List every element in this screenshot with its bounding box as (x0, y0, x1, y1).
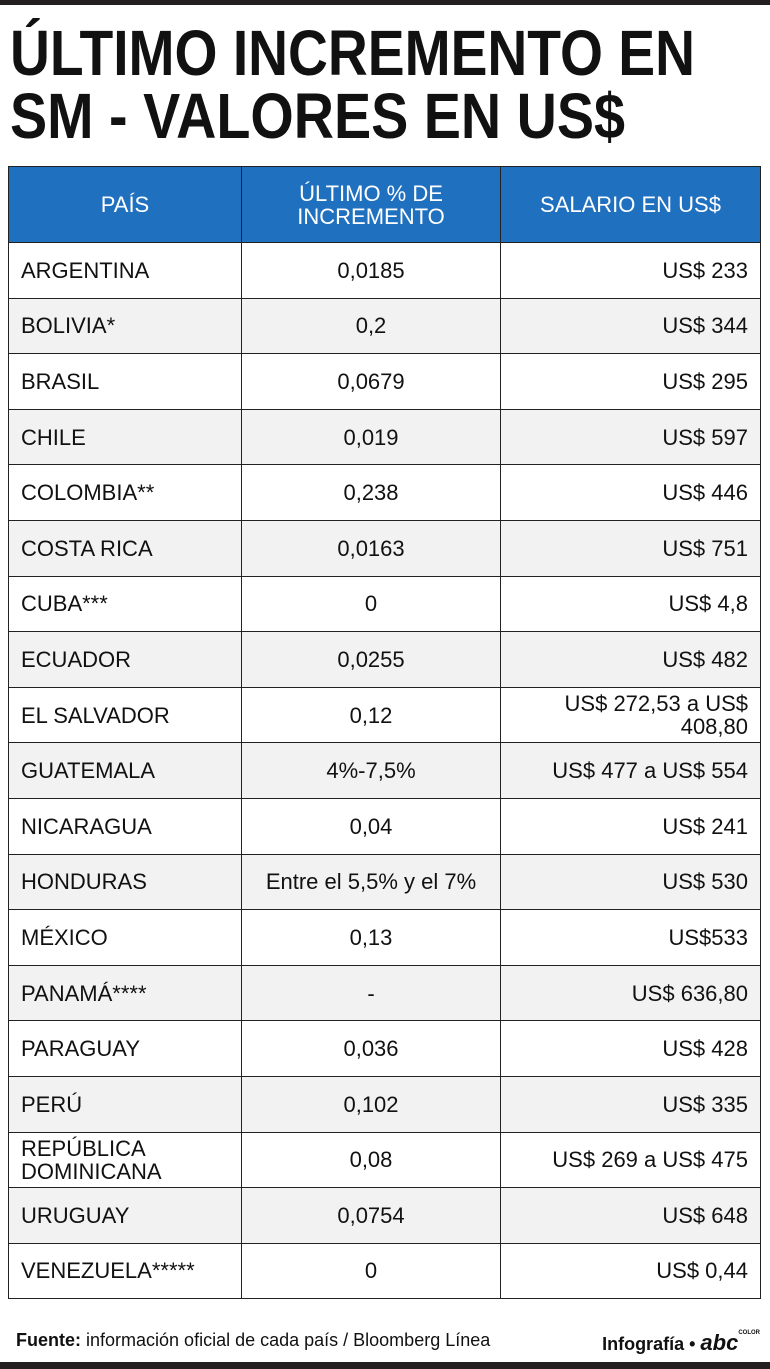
country-cell: VENEZUELA***** (8, 1242, 242, 1300)
increase-cell: 0,0185 (241, 242, 501, 299)
country-cell: CHILE (8, 408, 242, 466)
country-cell: PANAMÁ**** (8, 964, 242, 1022)
table-row: PANAMÁ**** - US$ 636,80 (8, 964, 761, 1022)
table-row: PERÚ 0,102 US$ 335 (8, 1075, 761, 1133)
salary-cell: US$ 295 (500, 353, 761, 410)
country-cell: BOLIVIA* (8, 297, 242, 355)
increase-cell: 0,08 (241, 1131, 501, 1189)
table-row: ARGENTINA 0,0185 US$ 233 (8, 242, 761, 299)
country-cell: COSTA RICA (8, 519, 242, 577)
salary-cell: US$ 648 (500, 1187, 761, 1244)
salary-table: PAÍS ÚLTIMO % DE INCREMENTO SALARIO EN U… (8, 166, 761, 1300)
increase-cell: 4%-7,5% (241, 742, 501, 799)
salary-cell: US$ 0,44 (500, 1242, 761, 1300)
salary-cell: US$ 272,53 a US$ 408,80 (500, 686, 761, 744)
table-row: MÉXICO 0,13 US$533 (8, 909, 761, 966)
country-cell: EL SALVADOR (8, 686, 242, 744)
header-row: PAÍS ÚLTIMO % DE INCREMENTO SALARIO EN U… (8, 166, 761, 243)
country-cell: ARGENTINA (8, 242, 242, 299)
table-row: VENEZUELA***** 0 US$ 0,44 (8, 1242, 761, 1300)
increase-cell: 0,0679 (241, 353, 501, 410)
table-row: GUATEMALA 4%-7,5% US$ 477 a US$ 554 (8, 742, 761, 799)
increase-cell: 0,13 (241, 909, 501, 966)
country-cell: MÉXICO (8, 909, 242, 966)
salary-cell: US$ 241 (500, 797, 761, 855)
country-cell: REPÚBLICA DOMINICANA (8, 1131, 242, 1189)
salary-cell: US$ 4,8 (500, 575, 761, 633)
title: ÚLTIMO INCREMENTO EN SM - VALORES EN US$ (10, 17, 695, 152)
logo: abc (700, 1330, 739, 1355)
salary-cell: US$ 335 (500, 1075, 761, 1133)
increase-cell: 0,0754 (241, 1187, 501, 1244)
increase-cell: - (241, 964, 501, 1022)
country-cell: GUATEMALA (8, 742, 242, 799)
table-row: ECUADOR 0,0255 US$ 482 (8, 631, 761, 688)
table-row: REPÚBLICA DOMINICANA 0,08 US$ 269 a US$ 47… (8, 1131, 761, 1189)
source-label: Fuente: (16, 1330, 81, 1350)
salary-cell: US$ 597 (500, 408, 761, 466)
column-header: ÚLTIMO % DE INCREMENTO (241, 166, 501, 243)
table-row: PARAGUAY 0,036 US$ 428 (8, 1020, 761, 1077)
credit: Infografía (602, 1334, 685, 1354)
salary-cell: US$ 428 (500, 1020, 761, 1077)
increase-cell: 0,102 (241, 1075, 501, 1133)
increase-cell: 0,019 (241, 408, 501, 466)
increase-cell: 0,2 (241, 297, 501, 355)
table-row: COLOMBIA** 0,238 US$ 446 (8, 464, 761, 521)
table-row: URUGUAY 0,0754 US$ 648 (8, 1187, 761, 1244)
salary-cell: US$ 477 a US$ 554 (500, 742, 761, 799)
table-row: BRASIL 0,0679 US$ 295 (8, 353, 761, 410)
country-cell: PARAGUAY (8, 1020, 242, 1077)
country-cell: HONDURAS (8, 853, 242, 911)
table-row: CUBA*** 0 US$ 4,8 (8, 575, 761, 633)
salary-cell: US$533 (500, 909, 761, 966)
salary-cell: US$ 233 (500, 242, 761, 299)
country-cell: NICARAGUA (8, 797, 242, 855)
increase-cell: 0,0163 (241, 519, 501, 577)
source: información oficial de cada país / Bloom… (86, 1330, 491, 1350)
column-header: PAÍS (8, 166, 242, 243)
increase-cell: 0 (241, 575, 501, 633)
country-cell: PERÚ (8, 1075, 242, 1133)
table-row: EL SALVADOR 0,12 US$ 272,53 a US$ 408,80 (8, 686, 761, 744)
country-cell: URUGUAY (8, 1187, 242, 1244)
salary-cell: US$ 530 (500, 853, 761, 911)
table-row: NICARAGUA 0,04 US$ 241 (8, 797, 761, 855)
salary-cell: US$ 482 (500, 631, 761, 688)
salary-cell: US$ 344 (500, 297, 761, 355)
footer: Fuente: información oficial de cada país… (16, 1330, 760, 1355)
country-cell: BRASIL (8, 353, 242, 410)
increase-cell: 0,04 (241, 797, 501, 855)
salary-cell: US$ 446 (500, 464, 761, 521)
increase-cell: 0,0255 (241, 631, 501, 688)
top-bar (0, 0, 770, 5)
increase-cell: 0,12 (241, 686, 501, 744)
salary-cell: US$ 636,80 (500, 964, 761, 1022)
title-line: ÚLTIMO INCREMENTO EN (10, 17, 695, 89)
salary-cell: US$ 751 (500, 519, 761, 577)
table-row: HONDURAS Entre el 5,5% y el 7% US$ 530 (8, 853, 761, 911)
country-cell: CUBA*** (8, 575, 242, 633)
increase-cell: 0 (241, 1242, 501, 1300)
table-row: COSTA RICA 0,0163 US$ 751 (8, 519, 761, 577)
increase-cell: 0,238 (241, 464, 501, 521)
table-body: ARGENTINA 0,0185 US$ 233 BOLIVIA* 0,2 US$ 344… (8, 242, 761, 1300)
title-line: SM - VALORES EN US$ (10, 80, 625, 152)
country-cell: COLOMBIA** (8, 464, 242, 521)
country-cell: ECUADOR (8, 631, 242, 688)
salary-cell: US$ 269 a US$ 475 (500, 1131, 761, 1189)
bottom-bar (0, 1362, 770, 1369)
column-header: SALARIO EN US$ (500, 166, 761, 243)
credit-block: Infografía • abcCOLOR (602, 1330, 760, 1355)
increase-cell: 0,036 (241, 1020, 501, 1077)
table-row: CHILE 0,019 US$ 597 (8, 408, 761, 466)
logo-sub: COLOR (738, 1330, 760, 1336)
increase-cell: Entre el 5,5% y el 7% (241, 853, 501, 911)
table-row: BOLIVIA* 0,2 US$ 344 (8, 297, 761, 355)
